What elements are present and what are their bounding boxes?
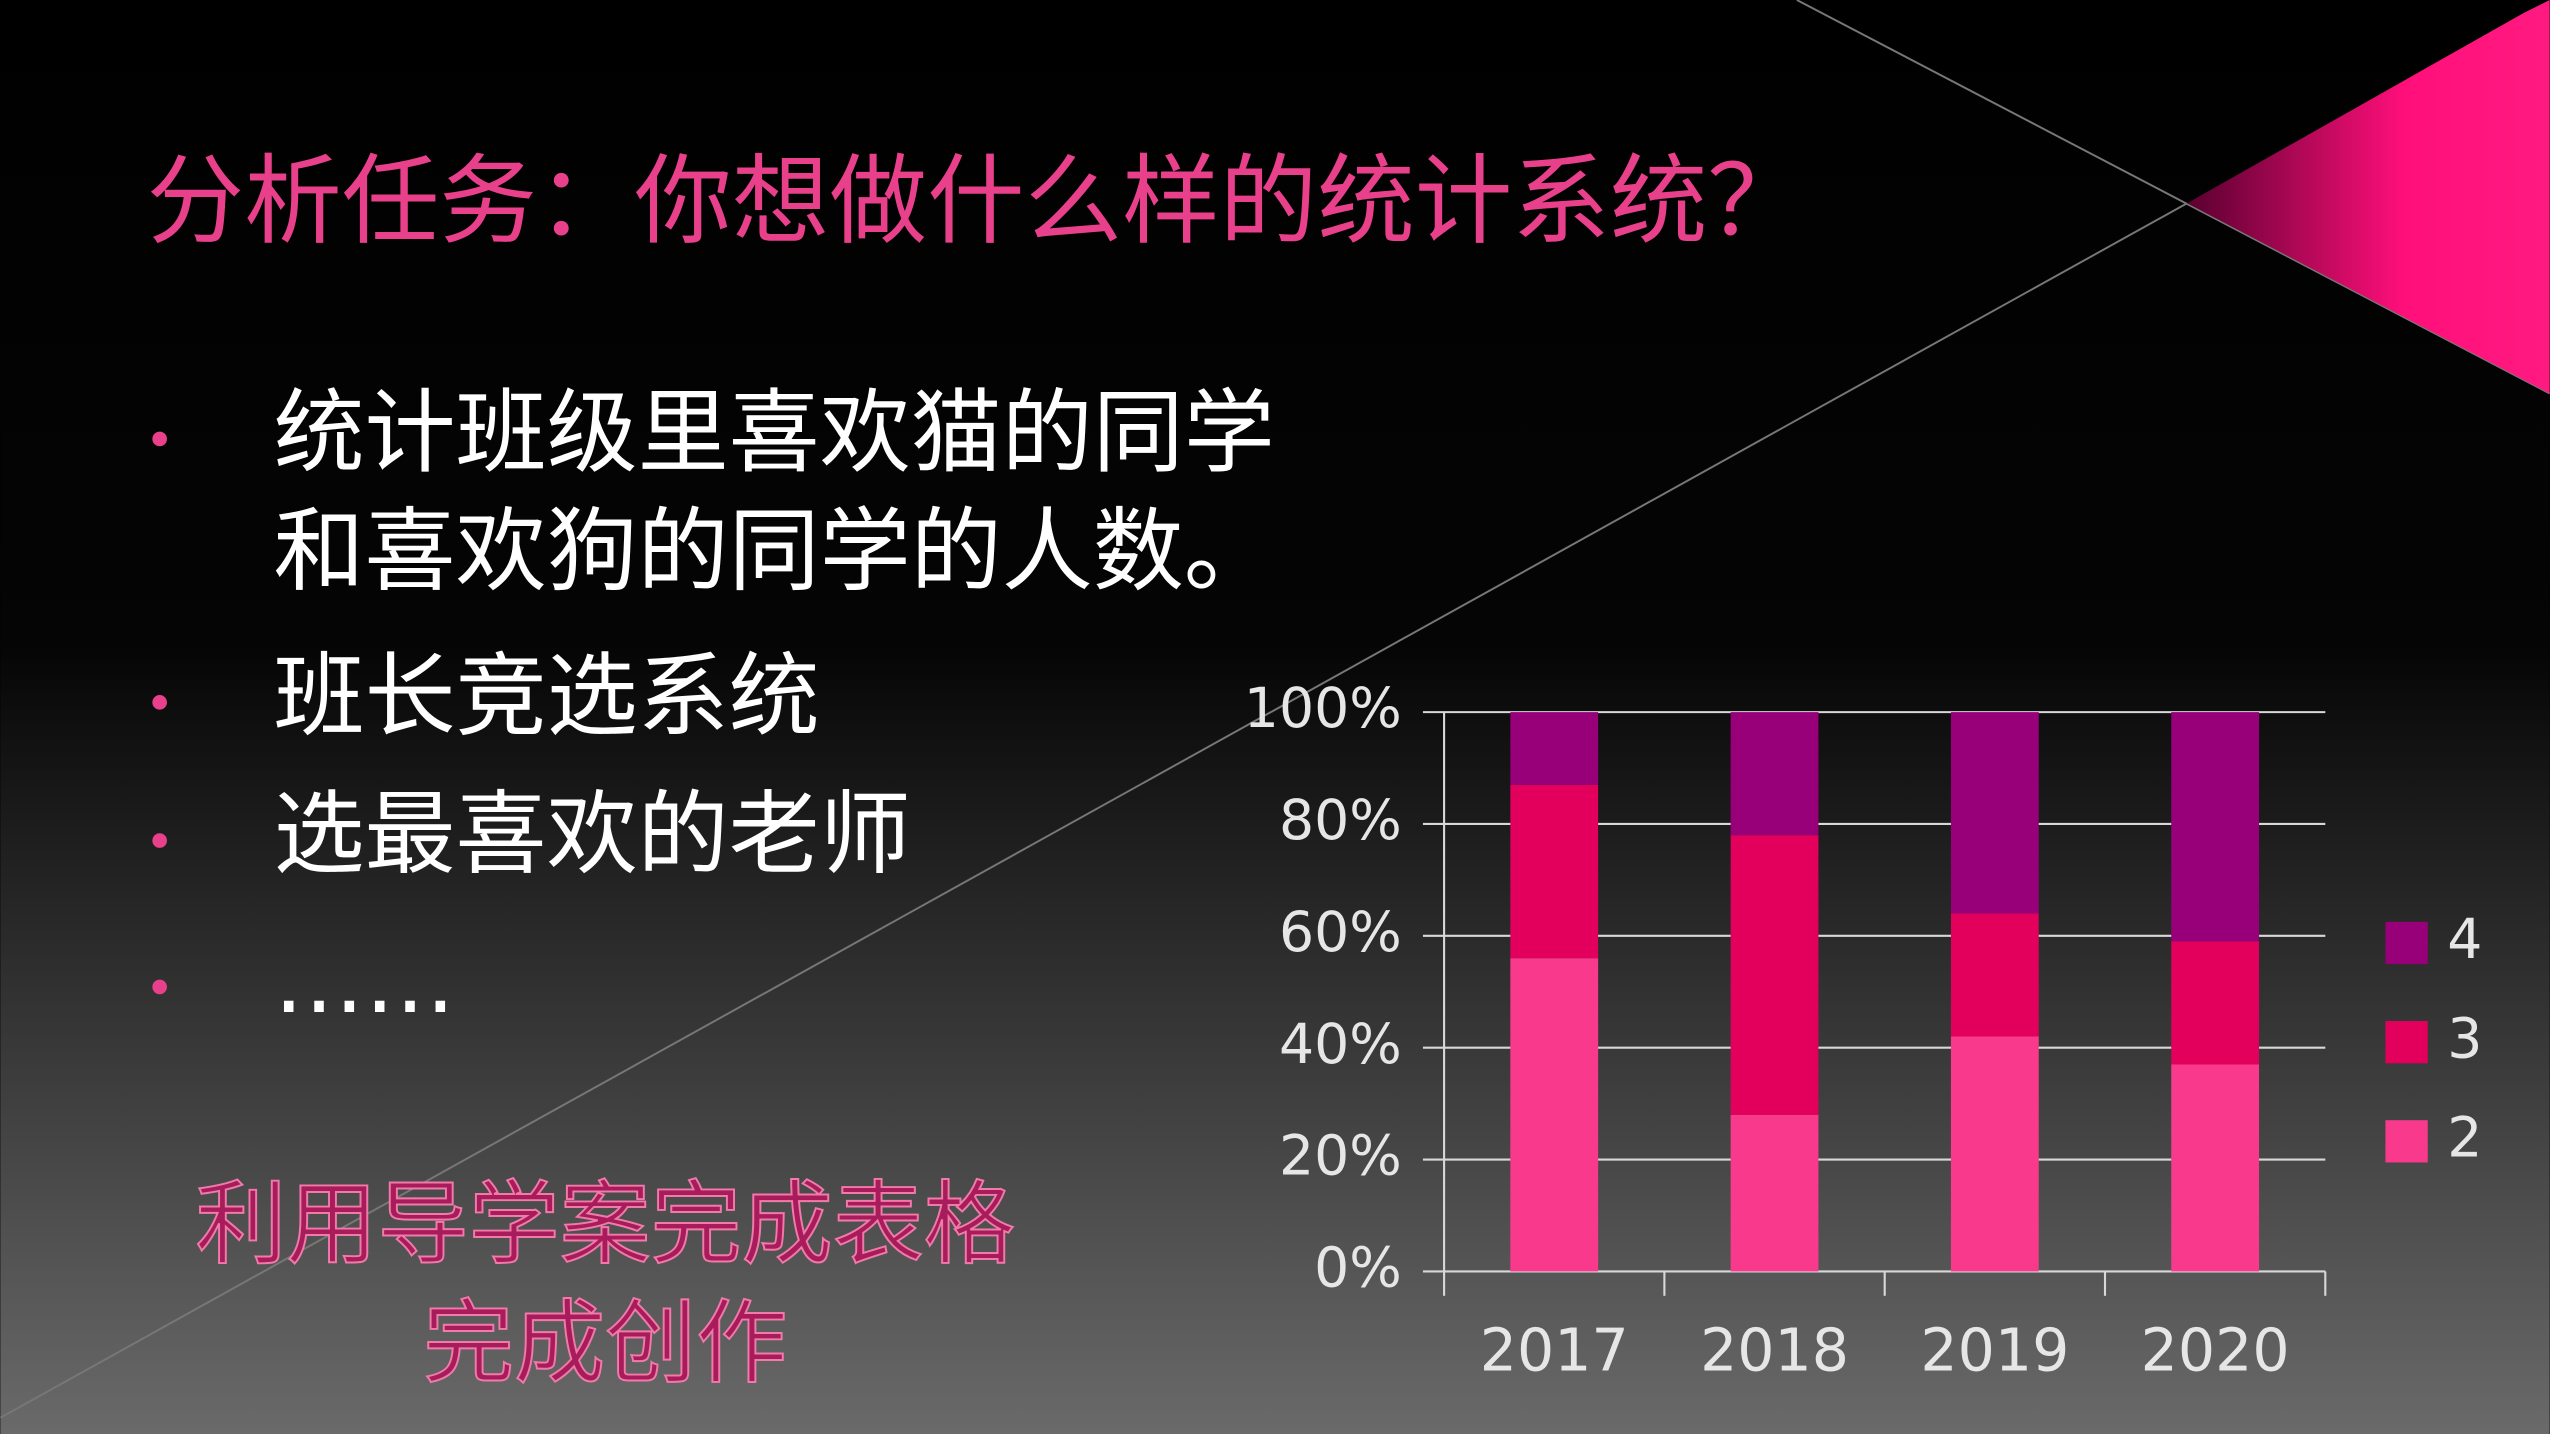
decor-triangle xyxy=(2187,0,2550,394)
decor-line xyxy=(0,202,2188,1419)
legend-label: 3 xyxy=(2447,1007,2482,1071)
bar-segment xyxy=(1950,1036,2039,1272)
y-tick-label: 0% xyxy=(1314,1237,1402,1301)
legend-swatch xyxy=(2385,1120,2428,1163)
bar-segment xyxy=(1730,1114,1819,1272)
bar-segment xyxy=(2171,941,2260,1065)
legend-swatch xyxy=(2385,1021,2428,1064)
y-tick-label: 60% xyxy=(1279,901,1402,965)
legend-swatch xyxy=(2385,921,2428,965)
x-tick-label: 2018 xyxy=(1700,1316,1849,1384)
bullet-text: 选最喜欢的老师 xyxy=(273,781,910,887)
note-text: 完成创作 xyxy=(423,1290,787,1396)
chart: 0% 20% 40% 60% 80% 100% 2017 2018 2019 2020 2 3 4 xyxy=(1244,677,2483,1384)
decor-line xyxy=(1796,0,2550,395)
note-text: 利用导学案完成表格 xyxy=(196,1172,1015,1278)
bullet-text: 和喜欢狗的同学的人数。 xyxy=(273,499,1274,605)
bullet-text: …… xyxy=(273,928,455,1034)
bullet-dot xyxy=(152,695,167,710)
x-tick-label: 2019 xyxy=(1920,1316,2069,1384)
bar-segment xyxy=(1510,958,1599,1272)
bar-segment xyxy=(2171,712,2260,942)
y-tick-label: 40% xyxy=(1279,1013,1402,1077)
bullet-dot xyxy=(152,833,167,848)
bar-segment xyxy=(1950,913,2039,1037)
bar-segment xyxy=(1510,712,1599,785)
bar-segment xyxy=(2171,1064,2260,1272)
slide-title: 分析任务：你想做什么样的统计系统？ xyxy=(147,145,1805,259)
x-tick-label: 2017 xyxy=(1480,1316,1629,1384)
legend-label: 2 xyxy=(2447,1106,2482,1170)
bullet-dot xyxy=(152,979,167,995)
y-tick-label: 80% xyxy=(1279,789,1402,853)
bullet-text: 统计班级里喜欢猫的同学 xyxy=(273,380,1274,486)
bar-segment xyxy=(1730,712,1819,836)
x-tick-label: 2020 xyxy=(2141,1316,2290,1384)
y-tick-label: 20% xyxy=(1279,1125,1402,1189)
legend-label: 4 xyxy=(2447,908,2482,972)
y-tick-label: 100% xyxy=(1244,677,1402,741)
bar-segment xyxy=(1950,712,2039,914)
bar-segment xyxy=(1730,835,1819,1115)
bullet-dot xyxy=(152,431,167,447)
bullet-text: 班长竞选系统 xyxy=(273,643,819,749)
bar-segment xyxy=(1510,784,1599,959)
